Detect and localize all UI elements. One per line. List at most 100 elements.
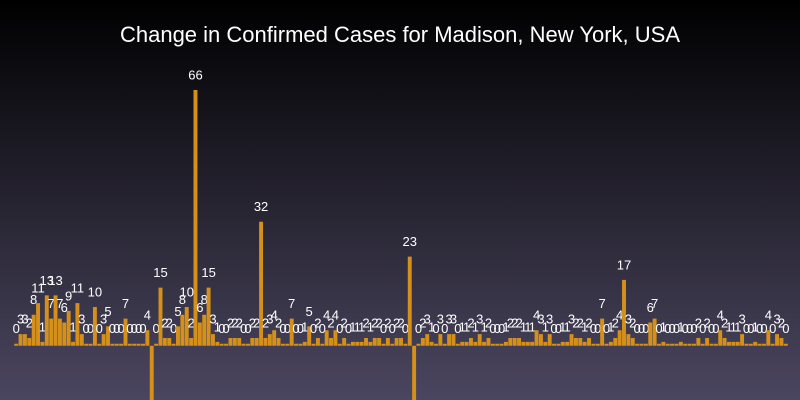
bar <box>399 338 403 346</box>
value-label: 2 <box>161 315 168 330</box>
value-label: 2 <box>778 315 785 330</box>
bar <box>635 343 640 346</box>
value-label: 6 <box>61 300 68 315</box>
value-label: 6 <box>647 300 654 315</box>
value-label: 0 <box>550 321 557 336</box>
bar <box>705 338 710 346</box>
bar <box>49 318 54 346</box>
bar <box>657 343 661 346</box>
bar <box>508 338 513 346</box>
value-label: 4 <box>616 308 623 323</box>
bar <box>75 303 80 346</box>
value-label: 11 <box>31 281 45 296</box>
bar <box>447 334 452 346</box>
value-label: 1 <box>367 319 374 334</box>
value-label: 0 <box>594 321 601 336</box>
bar <box>285 343 290 346</box>
value-label: 2 <box>327 315 334 330</box>
value-label: 2 <box>585 315 592 330</box>
bar <box>372 338 377 346</box>
bar <box>84 343 89 346</box>
bar <box>206 287 211 346</box>
bar <box>652 318 657 346</box>
value-label: 0 <box>415 321 422 336</box>
bar <box>499 343 504 346</box>
bar <box>604 343 609 346</box>
bar <box>420 338 425 346</box>
bar <box>127 343 132 346</box>
bar <box>552 343 557 346</box>
value-label: 2 <box>249 315 256 330</box>
value-label: 0 <box>380 321 387 336</box>
bar <box>525 341 530 346</box>
bar <box>158 287 163 346</box>
bar <box>123 318 128 346</box>
bar <box>503 341 508 346</box>
value-label: 2 <box>612 315 619 330</box>
value-label: 1 <box>214 319 221 334</box>
bar <box>180 314 185 346</box>
bar <box>770 343 775 346</box>
bar <box>630 338 635 346</box>
bar <box>302 341 307 346</box>
value-label: 2 <box>419 315 426 330</box>
value-label: 1 <box>559 319 566 334</box>
bar <box>578 338 583 346</box>
value-label: 7 <box>48 296 55 311</box>
value-label: 1 <box>607 319 614 334</box>
value-label: 1 <box>349 319 356 334</box>
value-label: 1 <box>581 319 588 334</box>
bar <box>713 343 718 346</box>
bar <box>757 343 762 346</box>
value-label: 2 <box>393 315 400 330</box>
bar <box>381 343 386 346</box>
value-label: 0 <box>638 321 645 336</box>
bar <box>735 341 740 346</box>
value-label: 2 <box>577 315 584 330</box>
value-label: 4 <box>332 308 339 323</box>
bar <box>521 341 526 346</box>
bar <box>210 334 215 346</box>
bar <box>726 341 731 346</box>
bar <box>425 334 430 346</box>
value-label: 3 <box>266 312 273 327</box>
bar <box>766 330 771 346</box>
bar <box>595 343 600 346</box>
value-label: 3 <box>100 312 107 327</box>
bar <box>320 343 325 346</box>
value-label: 0 <box>13 321 20 336</box>
value-label: 0 <box>96 321 103 336</box>
value-label: 10 <box>179 284 193 299</box>
value-label: 3 <box>568 312 575 327</box>
bar <box>110 343 115 346</box>
bar <box>613 338 618 346</box>
value-label: 0 <box>489 321 496 336</box>
value-label: 2 <box>515 315 522 330</box>
value-label: 1 <box>520 319 527 334</box>
bar <box>237 338 242 346</box>
value-label: 7 <box>122 296 129 311</box>
bar <box>298 343 303 346</box>
value-label: 3 <box>78 312 85 327</box>
value-label: 13 <box>40 273 54 288</box>
bar <box>692 343 696 346</box>
bar <box>101 334 106 346</box>
bar <box>22 334 27 346</box>
value-label: 0 <box>109 321 116 336</box>
value-label: 13 <box>48 273 62 288</box>
value-label: 0 <box>454 321 461 336</box>
bar <box>587 338 592 346</box>
bar <box>591 343 596 346</box>
value-label: 1 <box>677 319 684 334</box>
bar <box>119 343 124 346</box>
bar <box>71 341 76 346</box>
bar <box>333 330 338 346</box>
value-label: 0 <box>782 321 789 336</box>
value-label: 0 <box>297 321 304 336</box>
value-label: 3 <box>625 312 632 327</box>
value-label: 5 <box>174 304 181 319</box>
value-label: 2 <box>166 315 173 330</box>
bar <box>486 338 491 346</box>
bar <box>342 338 347 346</box>
